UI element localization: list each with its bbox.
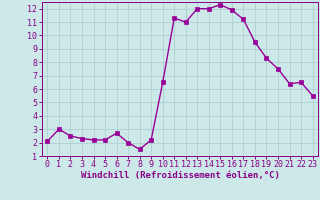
- X-axis label: Windchill (Refroidissement éolien,°C): Windchill (Refroidissement éolien,°C): [81, 171, 279, 180]
